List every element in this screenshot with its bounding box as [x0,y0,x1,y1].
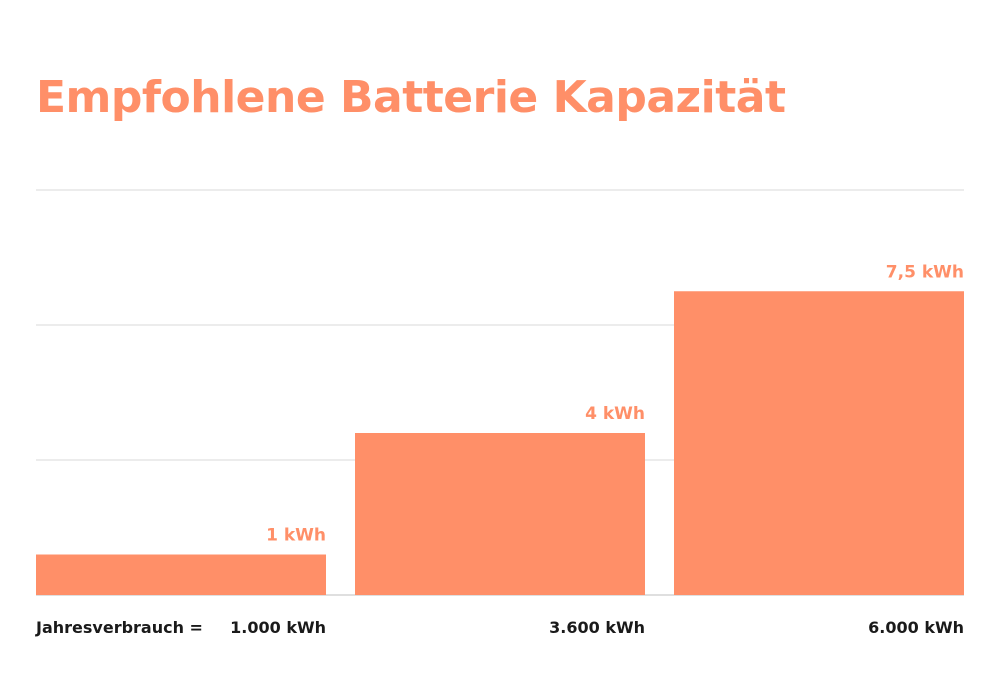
bar-value-label: 4 kWh [585,404,645,424]
bar [36,554,326,595]
x-tick-label: 3.600 kWh [549,618,645,637]
bar [674,291,964,595]
x-tick-label: 1.000 kWh [230,618,326,637]
bar-value-label: 1 kWh [266,526,326,546]
x-axis-label: Jahresverbrauch = [35,618,203,637]
x-tick-label: 6.000 kWh [868,618,964,637]
chart-title: Empfohlene Batterie Kapazität [36,72,786,123]
bar-value-label: 7,5 kWh [886,262,964,282]
bar [355,433,645,595]
